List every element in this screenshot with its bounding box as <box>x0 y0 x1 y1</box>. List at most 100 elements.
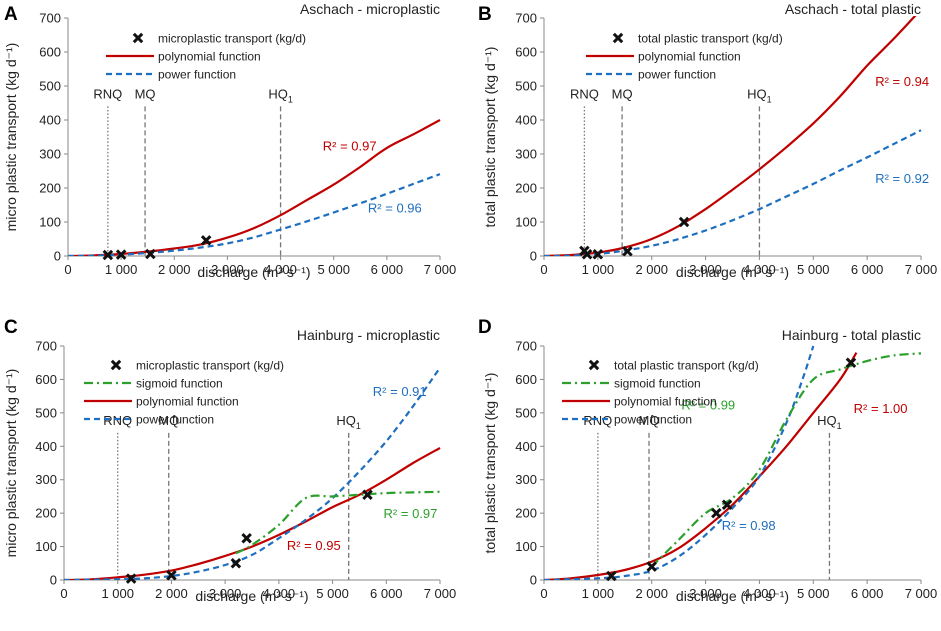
r-squared-label-power: R² = 0.96 <box>368 200 422 215</box>
r-squared-label-poly: R² = 1.00 <box>854 401 908 416</box>
y-tick-label: 400 <box>39 113 61 128</box>
data-point <box>362 489 373 501</box>
y-tick-label: 500 <box>515 405 537 420</box>
x-tick-label: 1 000 <box>582 586 615 601</box>
reference-label-rnq: RNQ <box>583 413 612 428</box>
data-point <box>592 249 604 260</box>
legend-label: power function <box>158 68 236 82</box>
y-tick-label: 0 <box>530 249 537 264</box>
y-tick-label: 700 <box>39 11 61 26</box>
x-tick-label: 6 000 <box>370 586 403 601</box>
data-point <box>678 216 690 228</box>
x-tick-label: 3 000 <box>211 262 244 277</box>
panel-label: D <box>478 317 492 338</box>
y-tick-label: 300 <box>515 472 537 487</box>
y-tick-label: 600 <box>515 372 537 387</box>
x-tick-label: 2 000 <box>635 586 668 601</box>
r-squared-label-poly: R² = 0.95 <box>287 538 341 553</box>
power-function-curve <box>544 129 922 256</box>
reference-label-rnq: RNQ <box>570 86 599 101</box>
poly-function-curve <box>68 119 441 256</box>
data-point <box>622 245 633 257</box>
reference-label-hq: HQ1 <box>747 86 772 104</box>
x-tick-label: 1 000 <box>582 262 615 277</box>
poly-function-curve <box>544 16 917 256</box>
y-tick-label: 300 <box>515 147 537 162</box>
y-tick-label: 0 <box>54 249 61 264</box>
x-tick-label: 2 000 <box>158 262 191 277</box>
data-point <box>721 499 733 511</box>
x-tick-label: 1 000 <box>105 262 138 277</box>
y-tick-label: 500 <box>515 79 537 94</box>
legend: total plastic transport (kg/d) polynomial… <box>586 32 783 82</box>
legend-label: sigmoid function <box>614 377 701 391</box>
chart-panel-d: 0 100 200 300 400 500 600 700 0 1 000 2 000 3 000 4 … <box>478 317 937 604</box>
x-tick-label: 6 000 <box>371 262 404 277</box>
x-tick-label: 7 000 <box>905 586 938 601</box>
legend-label: power function <box>614 413 692 427</box>
x-tick-label: 7 000 <box>905 262 938 277</box>
y-tick-label: 700 <box>515 11 537 26</box>
poly-function-curve <box>64 447 441 580</box>
y-tick-label: 700 <box>35 339 57 354</box>
panel-title: Aschach - total plastic <box>785 1 921 17</box>
x-tick-label: 5 000 <box>316 586 349 601</box>
y-tick-label: 0 <box>530 573 537 588</box>
x-tick-label: 4 000 <box>264 262 297 277</box>
legend-label: microplastic transport (kg/d) <box>136 359 284 373</box>
power-function-curve <box>64 367 441 580</box>
y-tick-label: 400 <box>515 439 537 454</box>
y-tick-label: 400 <box>35 439 57 454</box>
y-tick-label: 500 <box>39 79 61 94</box>
x-tick-label: 5 000 <box>797 586 830 601</box>
chart-panel-b: 0 100 200 300 400 500 600 700 0 1 000 2 000 3 000 4 … <box>478 1 937 280</box>
legend-label: polynomial function <box>136 395 239 409</box>
x-tick-label: 3 000 <box>689 262 722 277</box>
y-tick-label: 200 <box>515 181 537 196</box>
y-axis-label: micro plastic transport (kg d⁻¹) <box>3 369 19 558</box>
data-point <box>102 249 114 261</box>
reference-label-mq: MQ <box>135 86 156 101</box>
power-function-curve <box>68 173 441 256</box>
legend: microplastic transport (kg/d) polynomial … <box>106 32 306 82</box>
reference-label-mq: MQ <box>612 86 633 101</box>
panel-label: A <box>4 4 18 25</box>
x-axis-label: discharge (m³ s⁻¹) <box>195 588 308 604</box>
x-tick-label: 5 000 <box>317 262 350 277</box>
x-tick-label: 0 <box>60 586 67 601</box>
panel-label: B <box>478 4 492 25</box>
reference-label-hq: HQ1 <box>268 86 293 104</box>
data-point <box>711 507 722 519</box>
poly-function-curve <box>544 352 858 580</box>
x-tick-label: 4 000 <box>743 262 776 277</box>
x-tick-label: 6 000 <box>851 262 884 277</box>
reference-label-hq: HQ1 <box>817 413 842 431</box>
legend: microplastic transport (kg/d) sigmoid fun… <box>84 359 284 427</box>
y-tick-label: 300 <box>39 147 61 162</box>
legend-label: microplastic transport (kg/d) <box>158 32 306 46</box>
data-point <box>200 235 212 246</box>
data-point <box>581 249 593 260</box>
y-tick-label: 200 <box>35 506 57 521</box>
y-tick-label: 100 <box>515 215 537 230</box>
legend-label: power function <box>638 68 716 82</box>
data-point <box>241 532 252 544</box>
r-squared-label-sigmoid: R² = 0.97 <box>384 506 438 521</box>
y-axis-label: total plastic transport (kg d⁻¹) <box>482 373 498 554</box>
legend-marker-symbol <box>132 32 144 44</box>
y-tick-label: 100 <box>39 215 61 230</box>
panel-title: Aschach - microplastic <box>300 1 440 17</box>
sigmoid-function-curve <box>235 490 441 555</box>
y-tick-label: 0 <box>50 573 57 588</box>
reference-label-rnq: RNQ <box>93 86 122 101</box>
y-tick-label: 600 <box>35 372 57 387</box>
data-point <box>606 570 617 582</box>
x-tick-label: 7 000 <box>424 262 457 277</box>
reference-label-mq: MQ <box>158 413 179 428</box>
sigmoid-function-curve <box>650 352 922 568</box>
reference-label-hq: HQ1 <box>336 413 361 431</box>
data-point <box>145 248 156 260</box>
legend-marker-symbol <box>588 359 600 371</box>
x-tick-label: 3 000 <box>689 586 722 601</box>
